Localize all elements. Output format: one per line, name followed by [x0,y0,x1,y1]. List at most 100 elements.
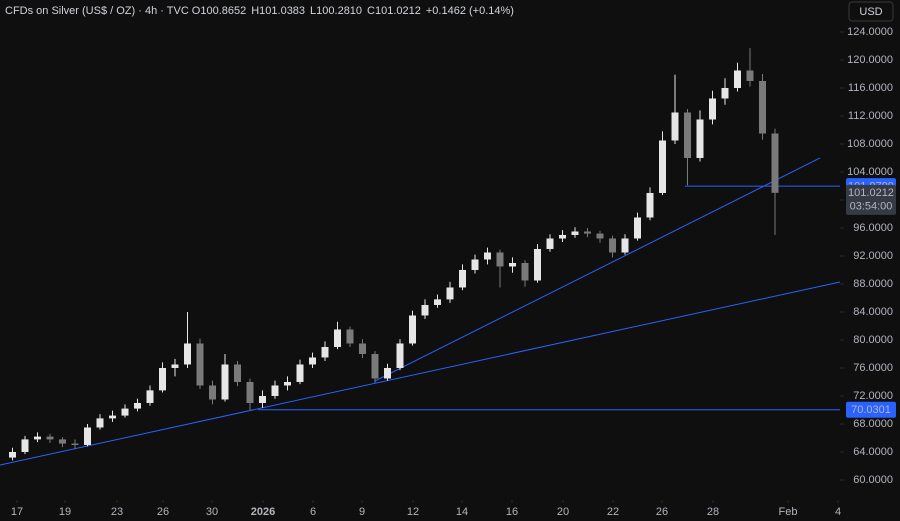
y-tick-label: 84.0000 [853,306,893,318]
x-tick-label: 30 [206,506,218,518]
candle-body [359,343,366,354]
y-tick-label: 76.0000 [853,362,893,374]
candle-body [396,343,404,368]
x-tick-label: 6 [310,506,316,518]
candle-body [59,439,66,444]
candle-body [234,364,241,382]
y-tick-label: 68.0000 [853,418,893,430]
candle-body [609,238,616,253]
x-tick-label: 14 [456,506,468,518]
candle-body [384,367,391,379]
legend-value: +0.1462 (+0.14%) [426,5,514,17]
candle-body [734,70,741,88]
candle-body [84,427,91,445]
ohlc-legend: O100.8652 H101.0383 L100.2810 C101.0212 +0.1… [192,5,514,17]
candle-body [684,112,691,158]
candle-body [146,390,154,403]
candle-body [21,439,29,452]
trend-line [374,157,821,382]
y-tick-label: 96.0000 [853,222,893,234]
y-tick-label: 60.0000 [853,474,893,486]
candle-body [596,233,604,239]
candle-body [346,329,354,344]
candle-body [309,357,316,365]
trend-line [0,281,841,466]
countdown: 03:54:00 [850,201,893,213]
candle-body [96,418,104,428]
x-tick-label: 17 [11,506,23,518]
legend-value: C101.0212 [367,5,421,17]
candle-body [334,329,341,347]
candle-body [746,70,754,81]
candle-body [9,451,16,458]
candle-body [159,367,166,391]
last-price-label: 101.0212 [848,187,894,199]
x-tick-label: 26 [656,506,668,518]
x-tick-label: 16 [506,506,518,518]
candle-body [71,443,79,445]
x-tick-label: 26 [157,506,169,518]
x-tick-label: 9 [359,506,365,518]
level-badge-label: 70.0301 [851,404,891,416]
x-tick-label: 4 [835,506,841,518]
x-tick-label: Feb [779,506,798,518]
candle-body [471,259,479,270]
candle-body [571,231,579,235]
y-tick-label: 92.0000 [853,250,893,262]
x-tick-label: 22 [607,506,619,518]
candle-body [259,395,266,403]
candle-body [534,248,541,281]
y-tick-label: 108.0000 [847,138,893,150]
candle-body [46,436,54,440]
candle-body [421,304,429,316]
candle-body [196,343,204,386]
y-tick-label: 80.0000 [853,334,893,346]
y-tick-label: 88.0000 [853,278,893,290]
currency-box[interactable] [848,1,894,22]
chart-title: CFDs on Silver (US$ / OZ) · 4h · TVC [5,5,189,17]
candle-body [184,343,191,365]
candle-body [659,140,666,193]
level-badge [846,401,896,418]
y-tick-label: 72.0000 [853,390,893,402]
candle-body [759,80,766,134]
candle-body [721,87,729,99]
candle-body [671,112,679,141]
last-price-badge [846,184,896,215]
x-tick-label: 2026 [251,506,275,518]
y-tick-label: 64.0000 [853,446,893,458]
candle-body [434,299,441,305]
candle-body [509,262,516,267]
candle-body [284,381,291,386]
x-tick-label: 12 [407,506,419,518]
candle-body [134,402,141,409]
candle-body [321,346,329,358]
legend-value: L100.2810 [310,5,362,17]
candle-body [171,364,179,368]
candle-body [371,353,379,379]
candle-body [559,234,566,239]
candle-body [771,133,779,193]
candle-body [634,217,641,239]
candle-body [209,385,216,400]
candle-body [221,364,229,400]
y-tick-label: 120.0000 [847,54,893,66]
candle-body [546,238,554,249]
y-tick-label: 104.0000 [847,166,893,178]
candle-body [621,238,629,253]
candle-body [121,408,129,416]
candle-body [409,315,416,344]
x-tick-label: 28 [707,506,719,518]
currency[interactable]: USD [859,6,882,18]
candle-body [296,364,304,382]
candle-body [271,385,279,396]
y-tick-label: 116.0000 [848,82,893,94]
candle-body [696,119,704,158]
candle-body [646,192,654,218]
candle-body [584,231,591,234]
candle-body [109,415,116,419]
legend-value: H101.0383 [251,5,305,17]
candle-body [34,436,41,440]
